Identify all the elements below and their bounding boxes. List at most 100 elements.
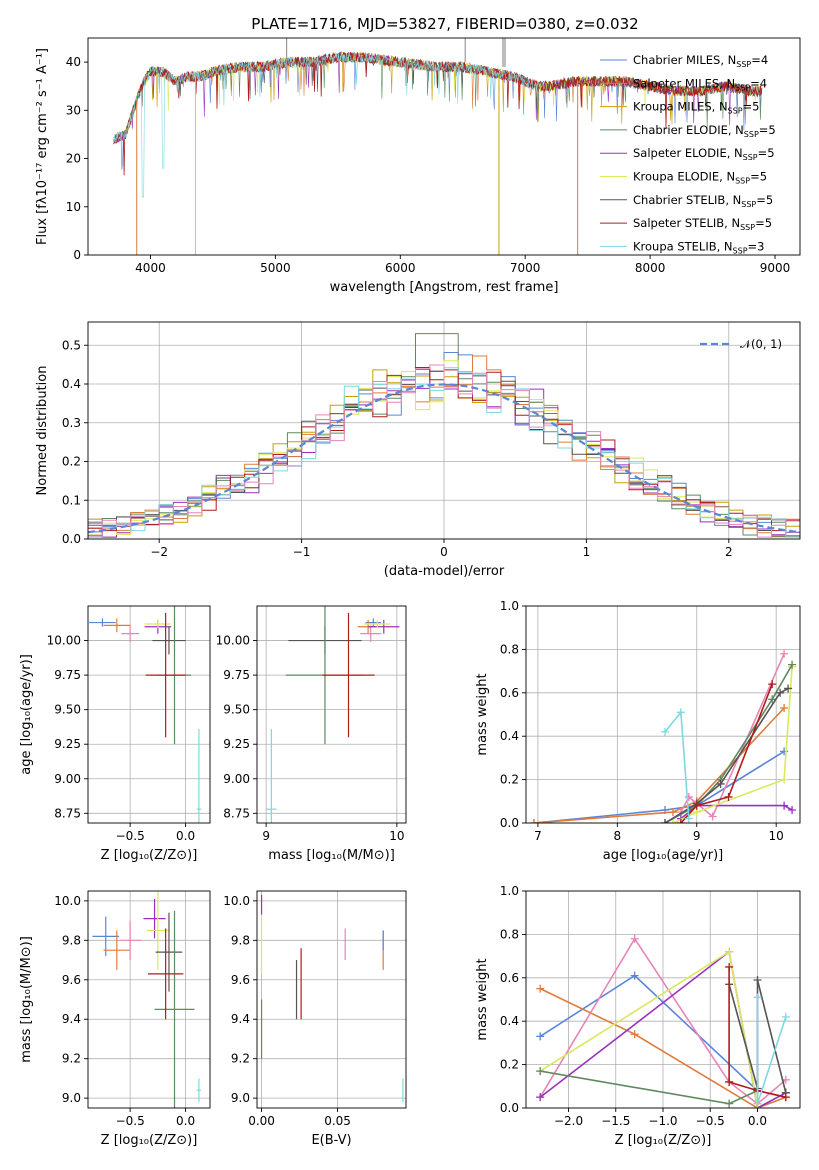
y-tick-label: 9.25	[223, 737, 250, 751]
errorbar-point	[322, 612, 375, 738]
y-tick-label: 8.75	[223, 806, 250, 820]
y-tick-label: 0.2	[500, 773, 519, 787]
y-tick-label: 9.8	[231, 933, 250, 947]
y-tick-label: 0.4	[500, 729, 519, 743]
plot-area	[260, 894, 404, 1103]
histogram-chabrier_elodie	[88, 333, 800, 536]
x-tick-label: 0.0	[748, 1114, 767, 1128]
series-pink	[676, 649, 789, 821]
y-axis-label: Normed distribution	[35, 366, 50, 496]
errorbar-point	[368, 619, 400, 634]
plot-area	[92, 891, 202, 1108]
series-salpeter_miles	[529, 703, 789, 823]
series-marker	[780, 703, 789, 712]
errorbar-point	[89, 618, 116, 627]
x-tick-label: 0	[440, 545, 448, 559]
panel-mass_vs_EBV: 0.00 0.05 9.0 9.2 9.4 9.6 9.8 10.0 E(B-V)	[223, 890, 407, 1148]
legend-label: Chabrier MILES, NSSP=4	[633, 53, 768, 69]
series-marker	[776, 688, 785, 697]
y-tick-label: 9.75	[223, 668, 250, 682]
errorbar-point	[103, 618, 131, 633]
series-marker	[536, 984, 545, 993]
series-marker	[676, 708, 685, 717]
x-tick-label: 0.0	[176, 829, 195, 843]
series-kroupa_stelib	[753, 993, 790, 1108]
series-marker	[781, 1093, 790, 1102]
series-line	[533, 750, 785, 823]
series-line	[539, 987, 787, 1108]
axes-frame	[256, 890, 407, 1109]
y-tick-label: 9.4	[62, 1012, 81, 1026]
x-tick-label: −2.0	[554, 1114, 583, 1128]
normal-curve	[88, 383, 800, 534]
errorbar-point	[364, 619, 391, 629]
y-tick-label: 0.6	[500, 686, 519, 700]
series-marker	[780, 775, 789, 784]
panel-mass_vs_Z: −0.5 0.0 9.0 9.2 9.4 9.6 9.8 10.0 Z [log₁₀(Z/Z⊙)…	[19, 890, 211, 1148]
y-tick-label: 10.0	[54, 894, 81, 908]
y-tick-label: 9.75	[54, 668, 81, 682]
x-axis-label: wavelength [Angstrom, rest frame]	[330, 280, 559, 295]
x-tick-label: 9	[262, 829, 270, 843]
series-marker	[753, 975, 762, 984]
errorbar-point	[266, 729, 277, 823]
series-line	[728, 967, 786, 1098]
errorbar-point	[196, 1078, 202, 1103]
x-tick-label: 8000	[635, 261, 666, 275]
x-tick-label: 0.0	[176, 1114, 195, 1128]
x-tick-label: −0.5	[116, 829, 145, 843]
x-tick-label: 10	[769, 829, 784, 843]
x-axis-label: mass [log₁₀(M/M⊙)]	[268, 848, 395, 863]
y-tick-label: 10.00	[216, 634, 250, 648]
y-tick-label: 0.8	[500, 927, 519, 941]
errorbar-point	[147, 928, 184, 1020]
x-tick-label: −0.5	[116, 1114, 145, 1128]
series-marker	[781, 1012, 790, 1021]
legend-label: Salpeter STELIB, NSSP=5	[633, 216, 772, 232]
series-kroupa_elodie	[536, 947, 762, 1108]
spectrum-line-salpeter_stelib	[113, 51, 763, 176]
series-marker	[676, 819, 685, 823]
x-tick-label: 0.00	[248, 1114, 275, 1128]
series-marker	[780, 649, 789, 658]
x-tick-label: 2	[725, 545, 733, 559]
series-marker	[668, 808, 677, 817]
axes-frame	[525, 605, 801, 824]
series-marker	[768, 680, 777, 689]
figure-title: PLATE=1716, MJD=53827, FIBERID=0380, z=0…	[251, 15, 638, 33]
series-marker	[536, 1067, 545, 1076]
y-axis-label: mass weight	[475, 958, 490, 1040]
series-marker	[753, 1099, 762, 1108]
x-tick-label: 6000	[385, 261, 416, 275]
x-tick-label: 9000	[760, 261, 791, 275]
y-axis-label: mass weight	[475, 673, 490, 755]
axes-frame	[256, 605, 407, 824]
x-tick-label: 0.05	[324, 1114, 351, 1128]
x-tick-label: 1	[583, 545, 591, 559]
y-tick-label: 0	[73, 248, 81, 262]
plot-area	[529, 649, 797, 823]
series-marker	[708, 812, 717, 821]
y-tick-label: 0.2	[62, 455, 81, 469]
series-marker	[768, 695, 777, 704]
series-marker	[753, 993, 762, 1002]
errorbar-point	[145, 612, 186, 738]
x-axis-label: Z [log₁₀(Z/Z⊙)]	[101, 1133, 198, 1148]
y-tick-label: 9.2	[231, 1052, 250, 1066]
axes-frame	[87, 37, 801, 256]
series-marker	[660, 819, 669, 823]
legend-label: Salpeter MILES, NSSP=4	[633, 76, 767, 92]
y-tick-label: 10.0	[223, 894, 250, 908]
series-marker	[536, 1093, 545, 1102]
plot-area	[536, 934, 790, 1108]
legend: Chabrier MILES, NSSP=4 Salpeter MILES, NS…	[600, 53, 776, 255]
series-marker	[692, 801, 701, 810]
series-marker	[724, 792, 733, 801]
y-tick-label: 9.8	[62, 933, 81, 947]
y-tick-label: 0.8	[500, 642, 519, 656]
series-line	[756, 997, 787, 1104]
series-marker	[784, 684, 793, 693]
legend-label: 𝒩(0, 1)	[740, 337, 782, 351]
x-tick-label: 7000	[510, 261, 541, 275]
